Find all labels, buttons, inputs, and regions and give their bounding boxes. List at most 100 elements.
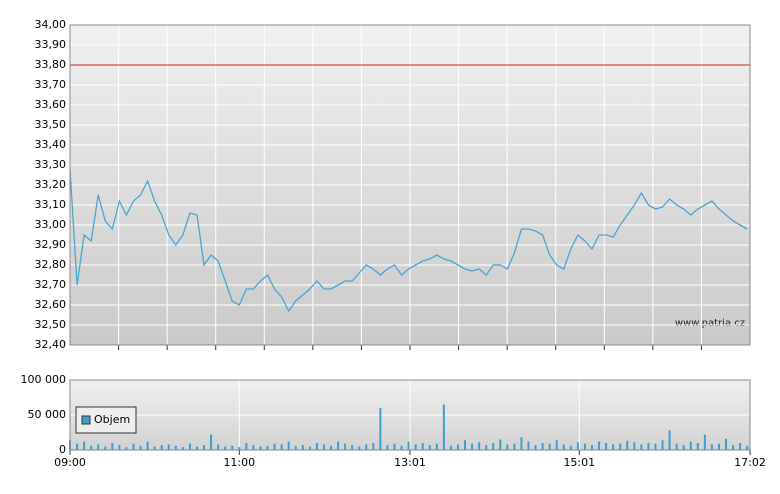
y-tick-label: 32,40 [35,338,67,351]
volume-bar [626,440,629,450]
y-tick-label: 33,10 [35,198,67,211]
volume-bar [746,445,749,450]
volume-bar [188,443,191,450]
volume-bar [449,445,452,450]
volume-bar [725,438,728,450]
x-tick-label: 17:02 [734,456,766,469]
volume-bar [146,441,149,450]
y2-tick-label: 50 000 [28,408,67,421]
volume-bar [675,443,678,450]
y-tick-label: 33,20 [35,178,67,191]
volume-bar [541,443,544,450]
volume-bar [153,446,156,450]
volume-bar [174,445,177,450]
volume-bar [598,441,601,450]
volume-bar [414,444,417,450]
volume-bar [717,443,720,450]
volume-bar [238,447,241,450]
volume-bar [322,444,325,450]
volume-bar [703,434,706,450]
volume-bar [732,445,735,450]
volume-bar [590,445,593,450]
y-tick-label: 33,00 [35,218,67,231]
volume-bar [217,444,220,450]
volume-bar [315,443,318,450]
volume-bar [555,440,558,450]
volume-bar [76,443,79,450]
volume-bar [245,443,248,450]
volume-bar [520,437,523,450]
volume-bar [365,444,368,450]
price-frame [69,24,751,346]
volume-bar [407,441,410,450]
volume-bar [612,444,615,450]
price-line [69,168,748,313]
volume-bar [421,443,424,450]
volume-bar [605,443,608,450]
volume-bar [210,434,213,450]
volume-bar [181,447,184,450]
volume-bar [647,443,650,450]
y-tick-label: 32,60 [35,298,67,311]
volume-bar [266,445,269,450]
volume-bar [661,440,664,450]
y-tick-label: 33,50 [35,118,67,131]
volume-bar [287,441,290,450]
y2-tick-label: 100 000 [21,373,67,386]
volume-frame [69,379,751,451]
x-tick-label: 11:00 [223,456,255,469]
volume-bar [329,445,332,450]
volume-bar [83,441,86,450]
volume-bar [633,442,636,450]
volume-bar [739,443,742,450]
volume-bar [689,441,692,450]
y-tick-label: 32,80 [35,258,67,271]
volume-bar [393,443,396,450]
volume-bar [654,443,657,450]
y-tick-label: 33,90 [35,38,67,51]
volume-bar [442,404,445,450]
volume-bar [513,443,516,450]
volume-bar [534,445,537,450]
volume-bar [506,444,509,450]
volume-bar [273,443,276,450]
volume-bar [569,445,572,450]
volume-bar [710,444,713,450]
watermark: www.patria.cz [675,318,745,329]
y-tick-label: 33,30 [35,158,67,171]
volume-bar [485,445,488,450]
volume-bar [548,443,551,450]
volume-bar [90,445,93,450]
volume-bar [668,430,671,450]
legend-swatch [81,415,91,425]
volume-bar [428,445,431,450]
volume-bar [471,443,474,450]
volume-bar [259,446,262,450]
volume-bar [252,445,255,450]
volume-bar [492,443,495,450]
volume-bar [640,444,643,450]
volume-bar [195,446,198,450]
y-tick-label: 32,50 [35,318,67,331]
volume-bar [111,443,114,450]
volume-bar [619,443,622,450]
volume-bar [400,445,403,450]
y-tick-label: 33,80 [35,58,67,71]
y-tick-label: 32,90 [35,238,67,251]
volume-bar [358,446,361,450]
volume-bar [308,446,311,450]
volume-bar [478,442,481,450]
y-tick-label: 33,70 [35,78,67,91]
y-tick-label: 34,00 [35,18,67,31]
volume-bar [301,445,304,450]
volume-bar [337,441,340,450]
volume-bar [583,443,586,450]
x-tick-label: 15:01 [563,456,595,469]
volume-bar [372,443,375,450]
volume-bar [132,443,135,450]
volume-bar [125,447,128,450]
y-tick-label: 33,40 [35,138,67,151]
volume-bar [386,445,389,450]
volume-bar [231,445,234,450]
